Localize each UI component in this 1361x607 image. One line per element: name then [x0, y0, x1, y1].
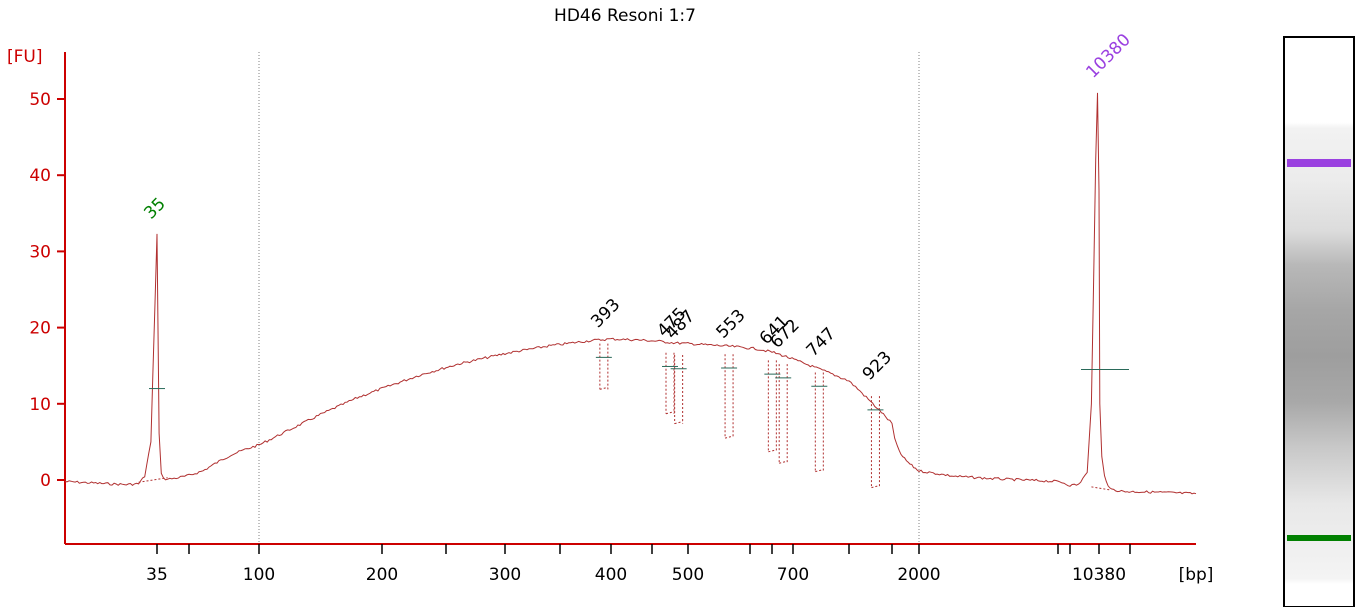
peak-drop-lines: [138, 343, 1129, 491]
x-tick-label: 200: [366, 565, 398, 585]
trace-line-1: [64, 92, 1197, 495]
x-tick-label: 10380: [1072, 565, 1126, 585]
marker-peak-label: 35: [140, 194, 169, 223]
gel-upper-marker-band: [1287, 159, 1351, 167]
x-tick-label: 300: [489, 565, 521, 585]
peak-drop-line: [674, 421, 683, 425]
marker-peak-label: 10380: [1082, 30, 1134, 82]
y-tick-label: 50: [29, 90, 51, 110]
electropherogram-trace: [64, 92, 1197, 495]
peak-drop-line: [815, 469, 824, 473]
x-tick-label: 400: [595, 565, 627, 585]
y-tick-label: 0: [40, 471, 51, 491]
x-tick-label: 500: [672, 565, 704, 585]
gel-lane: [1283, 36, 1355, 607]
marker-baseline: [138, 477, 168, 483]
x-axis-label: [bp]: [1179, 565, 1214, 585]
peak-drop-line: [665, 411, 675, 415]
x-tick-label: 35: [146, 565, 168, 585]
y-axis-label: [FU]: [7, 47, 43, 67]
x-tick-label: 700: [777, 565, 809, 585]
peak-label: 553: [712, 306, 749, 343]
x-axis: 35 100 200 300 400 500 700 2000 10380: [65, 543, 1196, 585]
y-tick-label: 20: [29, 319, 51, 339]
x-tick-label: 2000: [897, 565, 940, 585]
y-tick-label: 40: [29, 166, 51, 186]
y-tick-label: 30: [29, 242, 51, 262]
chart-title: HD46 Resoni 1:7: [554, 6, 696, 26]
peak-label: 923: [859, 347, 896, 384]
marker-baseline: [1091, 486, 1110, 491]
peak-label: 393: [587, 295, 624, 332]
peak-drop-line: [768, 449, 777, 453]
y-tick-label: 10: [29, 395, 51, 415]
peak-drop-line: [779, 460, 788, 464]
peak-drop-line: [724, 435, 734, 439]
x-tick-label: 100: [243, 565, 275, 585]
y-axis: 0 10 20 30 40 50: [29, 52, 66, 544]
peak-drop-line: [871, 485, 880, 489]
peak-label: 747: [803, 324, 840, 361]
gel-lower-marker-band: [1287, 535, 1351, 541]
gate-lines: [258, 52, 920, 544]
gel-lane-background: [1283, 36, 1355, 607]
peak-drop-line: [599, 386, 608, 390]
